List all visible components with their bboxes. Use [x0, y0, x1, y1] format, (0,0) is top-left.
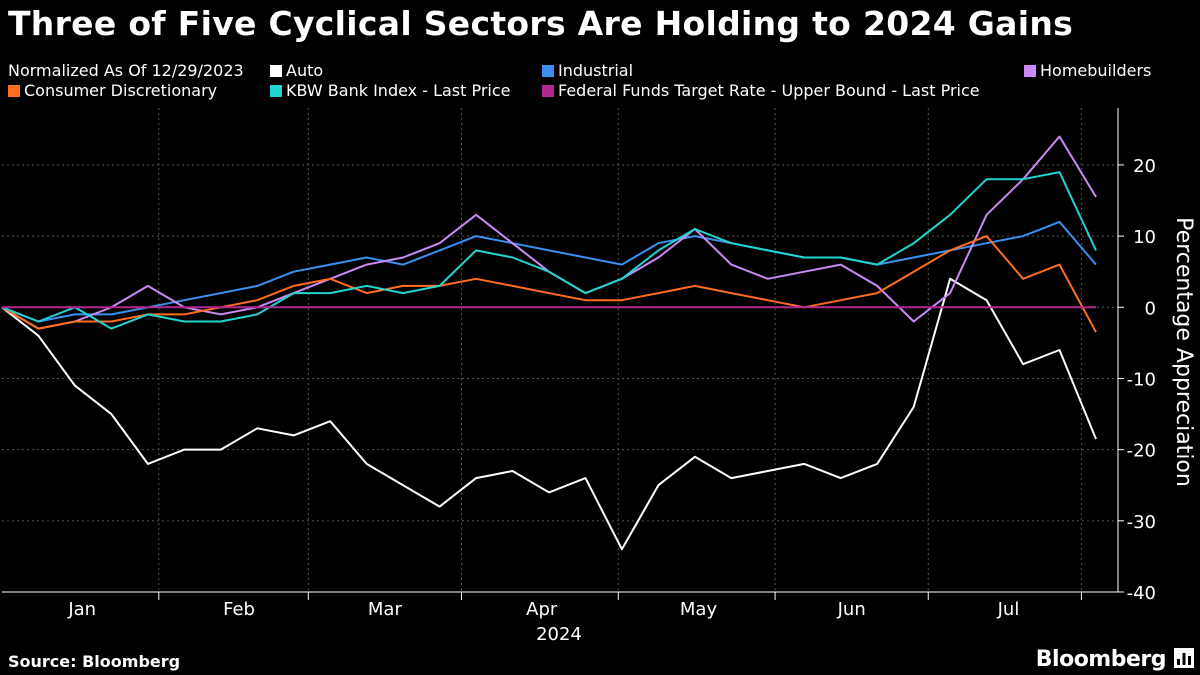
- x-tick-label: May: [680, 599, 718, 620]
- legend-swatch-kbw-bank: [270, 84, 282, 97]
- series-line-industrial: [1, 220, 1097, 323]
- legend-swatch-industrial: [542, 64, 554, 77]
- y-tick-label: -10: [1127, 369, 1156, 390]
- series-line-consumer-discretionary: [1, 235, 1097, 333]
- source-note: Source: Bloomberg: [8, 652, 181, 671]
- legend-swatch-auto: [270, 64, 282, 77]
- y-axis-label: Percentage Appreciation: [1171, 217, 1196, 487]
- legend-label-homebuilders: Homebuilders: [1040, 61, 1152, 80]
- legend-item-homebuilders: Homebuilders: [1024, 61, 1151, 80]
- bloomberg-logo: Bloomberg: [1035, 647, 1167, 672]
- x-tick-label: Mar: [368, 599, 403, 620]
- series-line-auto: [1, 277, 1097, 551]
- series-line-kbw-bank-index-last-price: [1, 171, 1097, 330]
- legend-swatch-homebuilders: [1024, 64, 1036, 77]
- y-tick-label: 10: [1133, 227, 1156, 248]
- x-tick-label: Apr: [526, 599, 558, 620]
- x-tick-label: Jan: [67, 599, 96, 620]
- x-tick-label: Jun: [837, 599, 866, 620]
- legend-item-fed-funds: Federal Funds Target Rate - Upper Bound …: [542, 81, 980, 100]
- x-axis-year-label: 2024: [536, 624, 582, 645]
- y-tick-label: -20: [1127, 441, 1156, 462]
- legend-label-kbw-bank: KBW Bank Index - Last Price: [286, 81, 511, 100]
- y-tick-label: 0: [1145, 298, 1156, 319]
- x-tick-label: Jul: [997, 599, 1020, 620]
- x-tick-label: Feb: [223, 599, 255, 620]
- chart-title: Three of Five Cyclical Sectors Are Holdi…: [8, 4, 1074, 43]
- legend-label-fed-funds: Federal Funds Target Rate - Upper Bound …: [558, 81, 980, 100]
- legend-swatch-consumer-discretionary: [8, 84, 20, 97]
- legend-label-auto: Auto: [286, 61, 324, 80]
- grid-layer: [2, 108, 1118, 593]
- y-tick-label: -40: [1127, 583, 1156, 604]
- legend-label-consumer-discretionary: Consumer Discretionary: [24, 81, 218, 100]
- bloomberg-chart-icon: [1174, 648, 1194, 668]
- legend-item-industrial: Industrial: [542, 61, 633, 80]
- legend-swatch-fed-funds: [542, 84, 554, 97]
- legend-item-consumer-discretionary: Consumer Discretionary: [8, 81, 217, 100]
- legend-item-auto: Auto: [270, 61, 323, 80]
- y-tick-label: 20: [1133, 156, 1156, 177]
- series-layer: [1, 135, 1097, 551]
- normalization-note: Normalized As Of 12/29/2023: [8, 61, 244, 80]
- axes-layer: -40 -30 -20 -10 0 10 20 Jan Feb Mar Apr May Jun Jul: [2, 108, 1156, 620]
- legend-label-industrial: Industrial: [558, 61, 634, 80]
- y-tick-label: -30: [1127, 512, 1156, 533]
- legend-item-kbw-bank: KBW Bank Index - Last Price: [270, 81, 511, 100]
